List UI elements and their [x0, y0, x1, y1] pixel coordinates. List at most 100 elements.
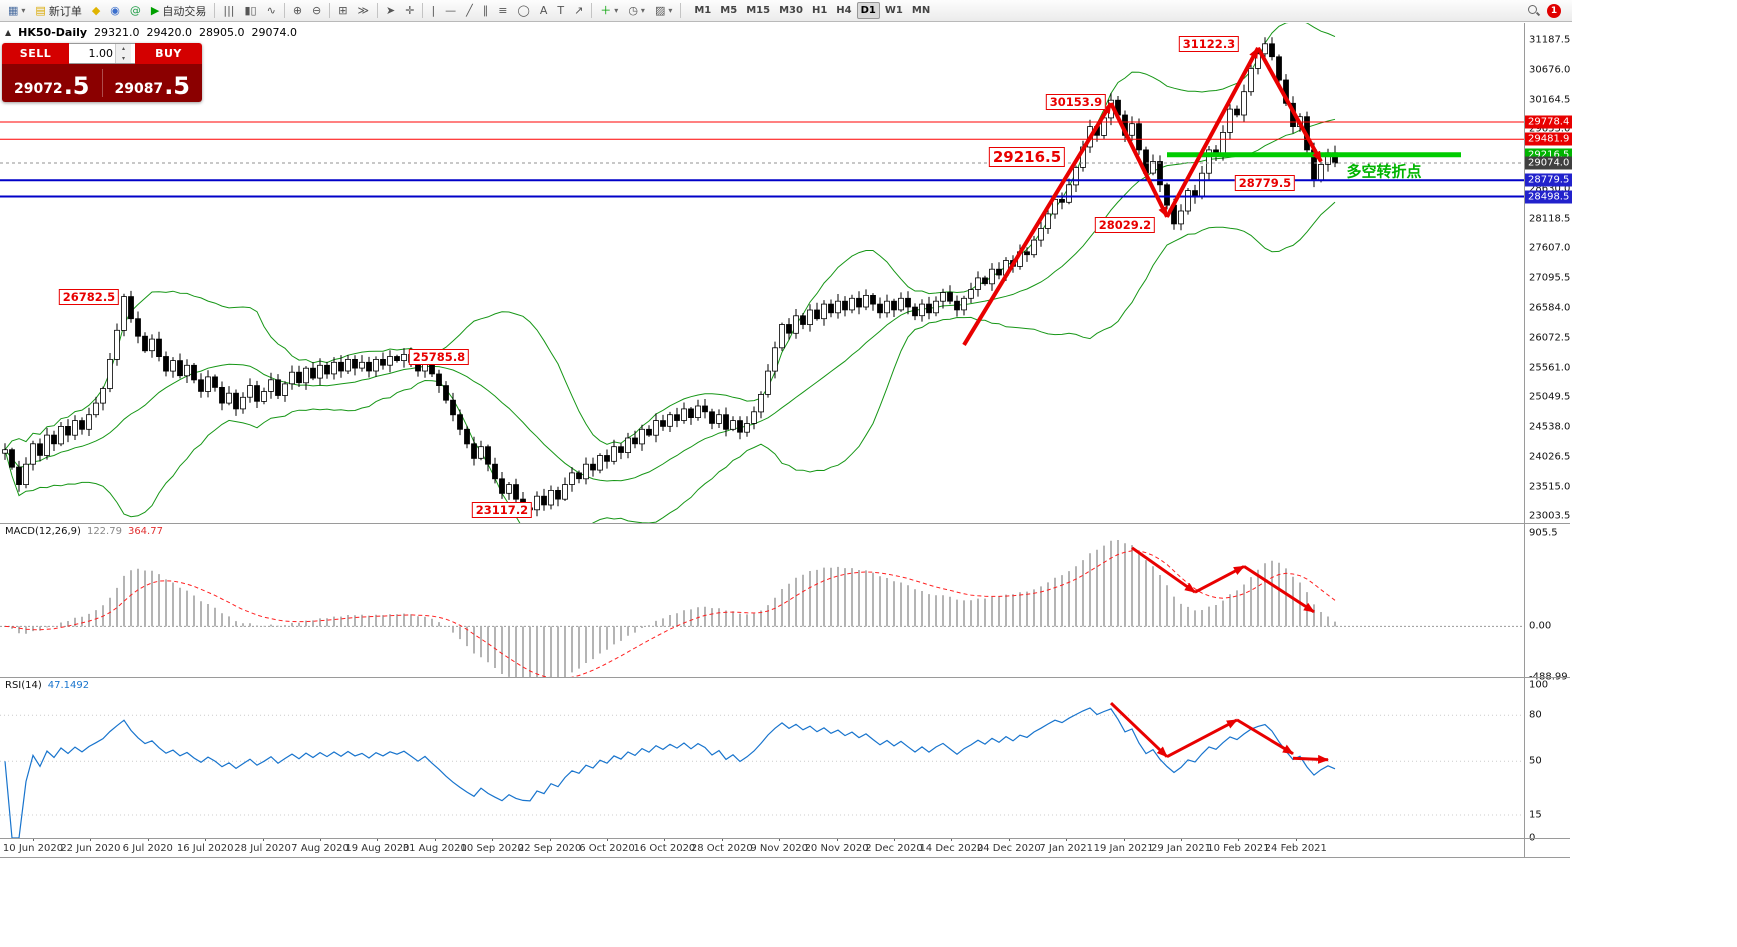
bar-chart-type-button[interactable]: |||: [218, 2, 239, 20]
timeframe-h4[interactable]: H4: [836, 5, 852, 16]
zoom-in-button[interactable]: ⊕: [288, 2, 307, 20]
cursor-button[interactable]: ➤: [381, 2, 400, 20]
timeframe-mn[interactable]: MN: [911, 5, 931, 16]
price-axis-tick: 28630.0: [1529, 183, 1571, 195]
zoom-out-button[interactable]: ⊖: [307, 2, 326, 20]
community-button[interactable]: @: [125, 2, 146, 20]
date-label: 29 Jan 2021: [1151, 843, 1211, 854]
macd-pane[interactable]: MACD(12,26,9) 122.79 364.77: [0, 523, 1524, 677]
fibonacci-button[interactable]: ≡: [493, 2, 512, 20]
rsi-arrow-4[interactable]: [1292, 754, 1329, 764]
price-annotation-30153.9[interactable]: 30153.9: [1045, 93, 1107, 110]
auto-scroll-button[interactable]: ≫: [352, 2, 374, 20]
label-button[interactable]: T: [552, 2, 569, 20]
pane-separator[interactable]: [0, 523, 1570, 524]
auto-scroll-icon: ≫: [357, 4, 369, 17]
notification-badge[interactable]: 1: [1547, 3, 1561, 18]
caret-down-icon: ▾: [21, 6, 26, 15]
date-tick: [951, 838, 953, 841]
candles: [2, 43, 1338, 511]
horizontal-line-button[interactable]: —: [440, 2, 461, 20]
date-tick: [90, 838, 92, 841]
periods-button[interactable]: ◷ ▾: [623, 2, 650, 20]
sell-button[interactable]: SELL: [2, 43, 69, 64]
date-label: 16 Jul 2020: [176, 843, 234, 854]
price-axis-tick: 27607.0: [1529, 242, 1571, 254]
rsi-arrow-3[interactable]: [1236, 718, 1294, 755]
line-chart-type-button[interactable]: ∿: [262, 2, 281, 20]
price-axis-tick: 23003.5: [1529, 510, 1571, 522]
trend-arrow-4[interactable]: [1256, 47, 1323, 163]
new-order-button[interactable]: ▤ 新订单: [30, 2, 86, 20]
main-chart-pane[interactable]: ▲ HK50-Daily 29321.0 29420.0 28905.0 290…: [0, 23, 1524, 523]
price-annotation-28029.2[interactable]: 28029.2: [1094, 217, 1156, 234]
price-annotation-25785.8[interactable]: 25785.8: [408, 348, 470, 365]
channel-button[interactable]: ∥: [478, 2, 494, 20]
timeframe-m30[interactable]: M30: [779, 5, 803, 16]
price-annotation-29216.5[interactable]: 29216.5: [988, 146, 1066, 167]
new-chart-button[interactable]: ▦ ▾: [3, 2, 30, 20]
line-chart-type-icon: ∿: [266, 4, 276, 17]
macd-arrow-1[interactable]: [1131, 546, 1196, 594]
price-axis-tick: 30164.5: [1529, 94, 1571, 106]
arrows-button[interactable]: ↗: [569, 2, 588, 20]
vertical-line-button[interactable]: |: [426, 2, 440, 20]
rsi-arrow-1[interactable]: [1109, 702, 1169, 758]
rsi-canvas[interactable]: [0, 677, 1524, 838]
pane-separator[interactable]: [0, 677, 1570, 678]
candle-chart-type-button[interactable]: ▮▯: [240, 2, 262, 20]
buy-price[interactable]: 29087 .5: [103, 64, 203, 102]
macd-arrow-2[interactable]: [1194, 565, 1245, 594]
timeframe-m5[interactable]: M5: [720, 5, 738, 16]
date-label: 14 Dec 2020: [919, 843, 984, 854]
time-axis[interactable]: 10 Jun 2020 22 Jun 2020 6 Jul 2020 16 Jul 2…: [0, 838, 1524, 858]
price-annotation-26782.5[interactable]: 26782.5: [58, 288, 120, 305]
autotrading-button[interactable]: ▶ 自动交易: [146, 2, 211, 20]
timeframe-group: M1 M5 M15 M30 H1 H4 D1 W1 MN: [690, 2, 934, 19]
macd-canvas[interactable]: [0, 523, 1524, 677]
trend-arrow-3[interactable]: [1165, 47, 1260, 218]
price-annotation-31122.3[interactable]: 31122.3: [1178, 36, 1240, 53]
price-axis-tick: 30676.0: [1529, 64, 1571, 76]
volume-input[interactable]: [69, 44, 115, 63]
turning-point-note[interactable]: 多空转折点: [1346, 162, 1422, 181]
price-annotation-28779.5[interactable]: 28779.5: [1234, 175, 1296, 192]
text-button[interactable]: A: [535, 2, 553, 20]
metaeditor-button[interactable]: ◆: [87, 2, 105, 20]
date-label: 20 Nov 2020: [804, 843, 869, 854]
templates-button[interactable]: ▨ ▾: [650, 2, 677, 20]
rsi-arrow-2[interactable]: [1166, 718, 1238, 759]
date-tick: [377, 838, 379, 841]
timeframe-d1[interactable]: D1: [856, 2, 880, 19]
search-icon[interactable]: [1527, 4, 1540, 17]
timeframe-w1[interactable]: W1: [884, 5, 903, 16]
main-chart-canvas[interactable]: [0, 23, 1524, 523]
shapes-button[interactable]: ◯: [513, 2, 535, 20]
metaeditor-icon: ◆: [91, 4, 101, 17]
quote-expand-icon[interactable]: ▲: [5, 28, 12, 37]
trend-arrow-1[interactable]: [962, 102, 1113, 346]
sell-price[interactable]: 29072 .5: [2, 64, 102, 102]
buy-button[interactable]: BUY: [135, 43, 202, 64]
macd-axis-tick: 0.00: [1529, 620, 1552, 632]
crosshair-button[interactable]: ✛: [400, 2, 419, 20]
rsi-pane[interactable]: RSI(14) 47.1492: [0, 677, 1524, 838]
timeframe-m15[interactable]: M15: [746, 5, 771, 16]
volume-increase-button[interactable]: ▴: [116, 44, 131, 54]
macd-arrow-3[interactable]: [1243, 565, 1315, 614]
timeframe-h1[interactable]: H1: [811, 5, 828, 16]
volume-field: ▴ ▾: [69, 43, 135, 64]
date-tick: [262, 838, 264, 841]
experts-button[interactable]: ◉: [105, 2, 125, 20]
tile-windows-button[interactable]: ⊞: [333, 2, 352, 20]
trend-arrow-2[interactable]: [1109, 102, 1169, 218]
trendline-button[interactable]: ╱: [461, 2, 478, 20]
timeframe-m1[interactable]: M1: [694, 5, 712, 16]
indicators-button[interactable]: ＋ ▾: [595, 2, 623, 20]
volume-decrease-button[interactable]: ▾: [116, 53, 131, 63]
toolbar-separator: [422, 3, 424, 18]
price-annotation-23117.2[interactable]: 23117.2: [471, 501, 533, 518]
date-label: 10 Feb 2021: [1207, 843, 1270, 854]
price-axis-border: [1524, 23, 1525, 858]
quote-high: 29420.0: [146, 26, 193, 39]
